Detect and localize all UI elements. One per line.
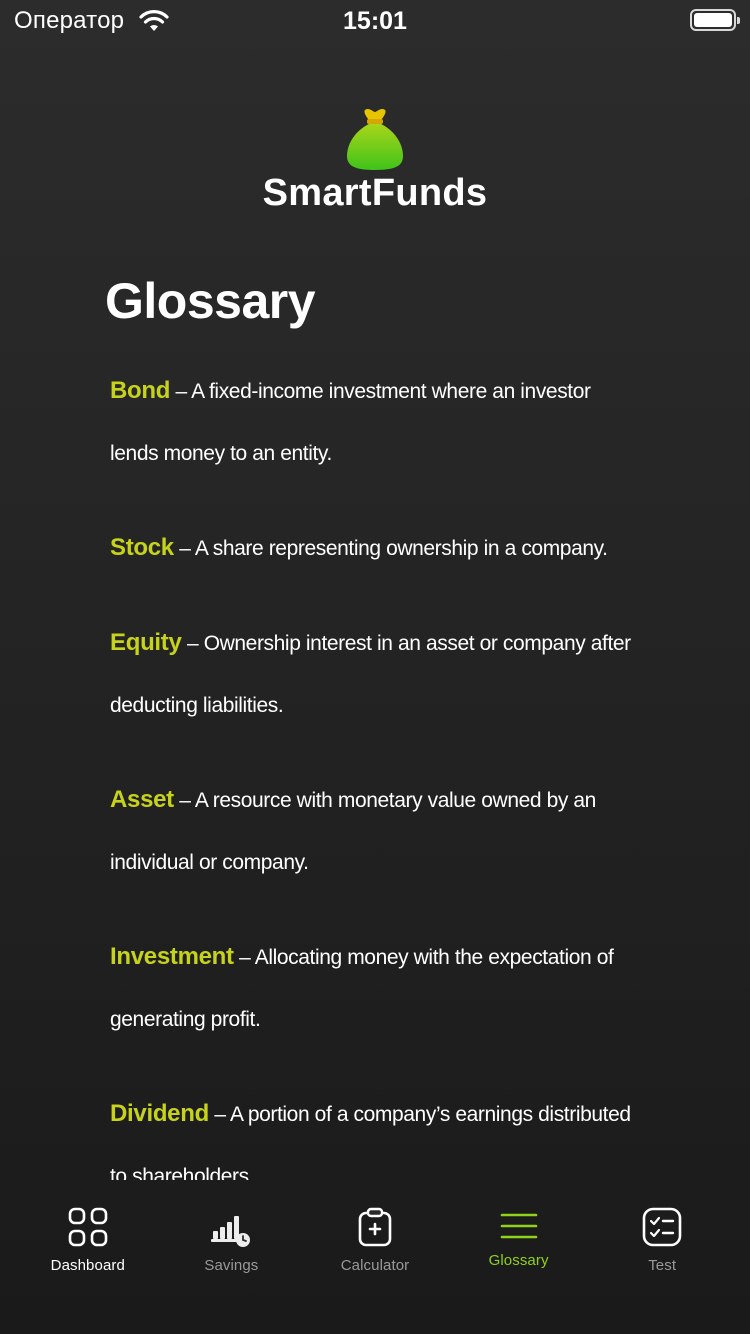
- battery-icon: [690, 9, 740, 31]
- glossary-definition: – A share representing ownership in a co…: [173, 537, 608, 560]
- glossary-entry-investment: Investment – Allocating money with the e…: [110, 926, 640, 1051]
- tab-calculator[interactable]: Calculator: [310, 1190, 440, 1290]
- tab-glossary[interactable]: Glossary: [454, 1190, 584, 1290]
- status-bar: Оператор 15:01: [0, 0, 750, 40]
- savings-chart-icon: [211, 1216, 251, 1247]
- tab-dashboard[interactable]: Dashboard: [23, 1190, 153, 1290]
- calculator-clipboard-icon: [358, 1207, 392, 1247]
- glossary-definition: – A fixed-income investment where an inv…: [110, 380, 591, 465]
- tab-bar: Dashboard Savings Calculator: [0, 1190, 750, 1334]
- tab-savings[interactable]: Savings: [166, 1190, 296, 1290]
- carrier-name: Оператор: [14, 7, 125, 34]
- glossary-entry-equity: Equity – Ownership interest in an asset …: [110, 612, 640, 737]
- page-title: Glossary: [105, 273, 316, 329]
- glossary-list[interactable]: Bond – A fixed-income investment where a…: [110, 360, 640, 1180]
- dashboard-grid-icon: [68, 1207, 108, 1247]
- menu-lines-icon: [500, 1213, 537, 1239]
- glossary-term: Dividend: [110, 1100, 209, 1127]
- glossary-definition: – A portion of a company’s earnings dist…: [110, 1103, 631, 1180]
- glossary-term: Equity: [110, 629, 182, 656]
- glossary-entry-stock: Stock – A share representing ownership i…: [110, 517, 640, 580]
- tab-label: Glossary: [488, 1252, 549, 1269]
- glossary-definition: – Allocating money with the expectation …: [110, 946, 614, 1031]
- tab-label: Calculator: [340, 1257, 410, 1274]
- wifi-icon: [139, 10, 169, 31]
- glossary-definition: – A resource with monetary value owned b…: [110, 789, 596, 874]
- glossary-entry-bond: Bond – A fixed-income investment where a…: [110, 360, 640, 485]
- money-bag-icon: [347, 109, 403, 170]
- glossary-entry-dividend: Dividend – A portion of a company’s earn…: [110, 1083, 640, 1180]
- glossary-term: Asset: [110, 786, 174, 813]
- tab-label: Test: [648, 1257, 677, 1274]
- tab-test[interactable]: Test: [597, 1190, 727, 1290]
- glossary-definition: – Ownership interest in an asset or comp…: [110, 632, 631, 717]
- tab-label: Dashboard: [50, 1257, 125, 1274]
- glossary-term: Investment: [110, 943, 234, 970]
- glossary-term: Stock: [110, 534, 174, 561]
- glossary-entry-asset: Asset – A resource with monetary value o…: [110, 769, 640, 894]
- app-name: SmartFunds: [262, 172, 488, 214]
- checklist-icon: [642, 1207, 682, 1247]
- clock: 15:01: [343, 7, 407, 35]
- tab-label: Savings: [204, 1257, 259, 1274]
- glossary-term: Bond: [110, 377, 171, 404]
